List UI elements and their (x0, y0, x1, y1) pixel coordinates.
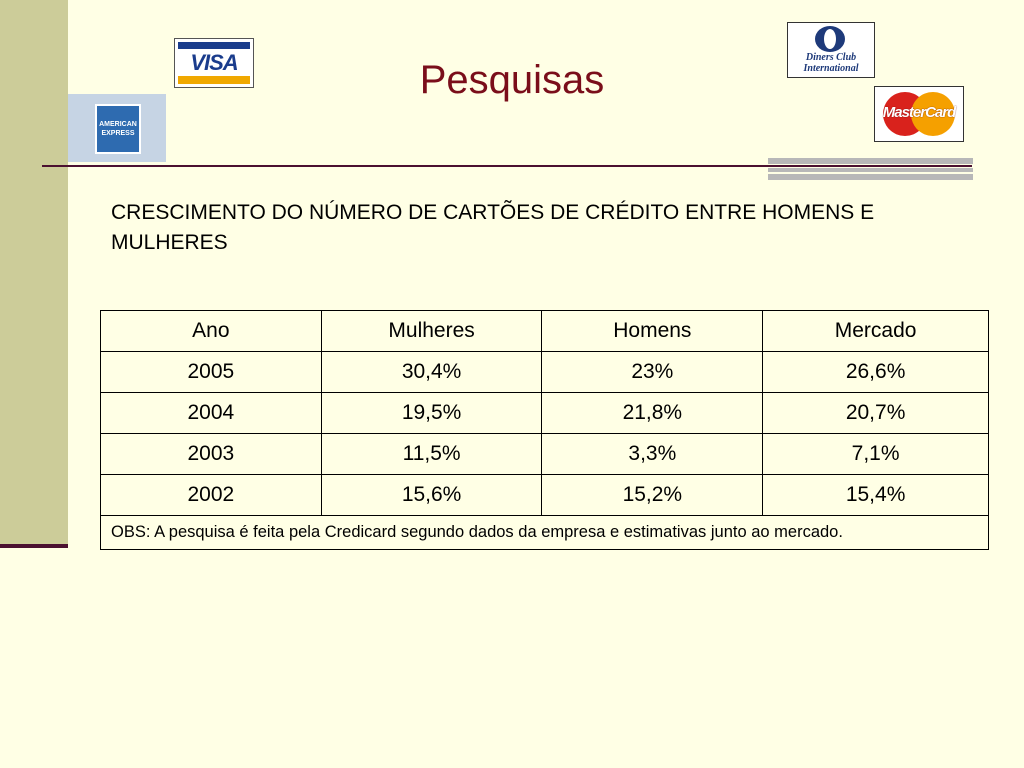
table-cell: 2004 (100, 392, 322, 434)
table-cell: 15,4% (762, 474, 989, 516)
table-cell: 19,5% (320, 392, 543, 434)
table-cell: 7,1% (762, 433, 989, 475)
table-note-row: OBS: A pesquisa é feita pela Credicard s… (100, 515, 989, 550)
table-cell: 2002 (100, 474, 322, 516)
table-heading: CRESCIMENTO DO NÚMERO DE CARTÕES DE CRÉD… (111, 201, 875, 254)
column-header-homens: Homens (541, 310, 764, 352)
diners-club-logo: Diners Club International (787, 22, 875, 78)
table-cell: 11,5% (320, 433, 543, 475)
slide-title: Pesquisas (419, 58, 605, 102)
table-header-row: Ano Mulheres Homens Mercado (100, 310, 989, 352)
table-cell: 30,4% (320, 351, 543, 393)
table-cell: 2003 (100, 433, 322, 475)
table-cell: 20,7% (762, 392, 989, 434)
title-rule-accent (768, 158, 973, 180)
table-note: OBS: A pesquisa é feita pela Credicard s… (100, 515, 989, 550)
column-header-mulheres: Mulheres (320, 310, 543, 352)
column-header-ano: Ano (100, 310, 322, 352)
table-row: 2004 19,5% 21,8% 20,7% (100, 392, 989, 434)
table-row: 2003 11,5% 3,3% 7,1% (100, 433, 989, 475)
table-cell: 3,3% (541, 433, 764, 475)
visa-logo: VISA (174, 38, 254, 88)
table-row: 2005 30,4% 23% 26,6% (100, 351, 989, 393)
column-header-mercado: Mercado (762, 310, 989, 352)
left-band-rule (0, 544, 68, 548)
title-rule (42, 165, 972, 167)
table-cell: 21,8% (541, 392, 764, 434)
table-cell: 15,2% (541, 474, 764, 516)
table-cell: 26,6% (762, 351, 989, 393)
table-row: 2002 15,6% 15,2% 15,4% (100, 474, 989, 516)
left-decorative-band (0, 0, 68, 546)
mastercard-logo: MasterCard (874, 86, 964, 142)
table-cell: 15,6% (320, 474, 543, 516)
table-cell: 23% (541, 351, 764, 393)
american-express-logo: AMERICAN EXPRESS (68, 94, 166, 162)
table-cell: 2005 (100, 351, 322, 393)
data-table: Ano Mulheres Homens Mercado 2005 30,4% 2… (100, 310, 989, 550)
